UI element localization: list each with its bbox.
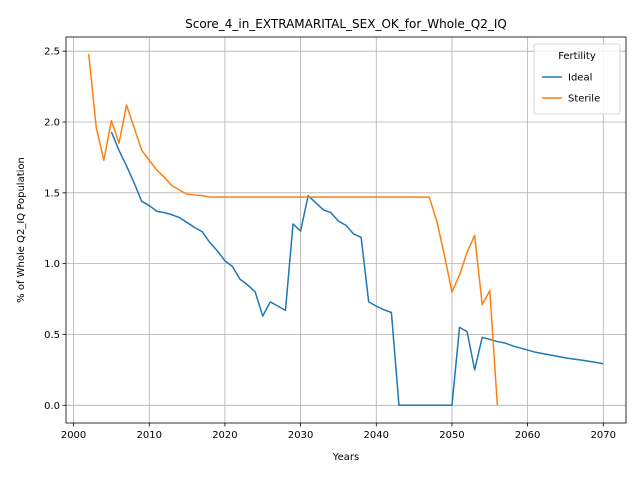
series-line-ideal <box>110 131 604 407</box>
legend-label-sterile: Sterile <box>568 94 600 105</box>
legend: Fertility Ideal Sterile <box>533 43 621 115</box>
legend-label-ideal: Ideal <box>568 73 592 84</box>
x-tick-label: 2020 <box>212 430 237 441</box>
plot-area-frame <box>65 36 627 424</box>
y-tick-label: 0.0 <box>44 401 60 412</box>
series-lines <box>87 53 604 407</box>
x-tick-label: 2040 <box>364 430 389 441</box>
y-axis-ticks: 0.0 0.5 1.0 1.5 2.0 2.5 <box>44 47 66 412</box>
x-tick-label: 2050 <box>439 430 464 441</box>
y-tick-label: 1.0 <box>44 259 60 270</box>
x-tick-label: 2070 <box>591 430 616 441</box>
x-tick-label: 2030 <box>288 430 313 441</box>
x-tick-label: 2010 <box>137 430 162 441</box>
x-tick-label: 2000 <box>61 430 86 441</box>
y-axis-label: % of Whole Q2_IQ Population <box>16 157 27 303</box>
series-line-sterile <box>87 53 499 406</box>
y-tick-label: 1.5 <box>44 188 60 199</box>
chart-title: Score_4_in_EXTRAMARITAL_SEX_OK_for_Whole… <box>185 17 507 31</box>
x-tick-label: 2060 <box>515 430 540 441</box>
legend-box <box>533 43 621 115</box>
y-tick-label: 2.5 <box>44 47 60 58</box>
legend-items: Ideal Sterile <box>542 73 600 105</box>
y-tick-label: 2.0 <box>44 117 60 128</box>
x-axis-label: Years <box>332 452 359 463</box>
x-axis-ticks: 2000 2010 2020 2030 2040 2050 2060 2070 <box>61 423 616 441</box>
y-tick-label: 0.5 <box>44 330 60 341</box>
legend-title: Fertility <box>558 51 596 62</box>
